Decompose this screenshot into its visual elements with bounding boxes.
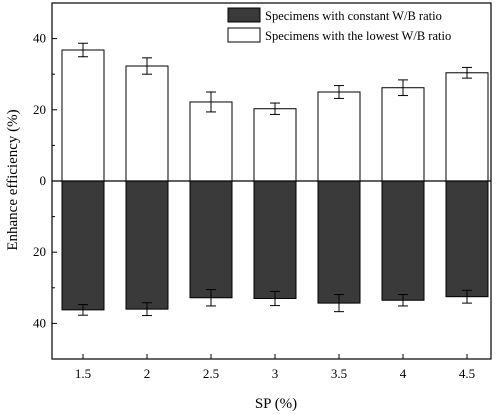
bars-layer bbox=[61, 42, 489, 317]
x-tick-label: 2.5 bbox=[203, 366, 219, 381]
x-tick-label: 4 bbox=[400, 366, 407, 381]
legend: Specimens with constant W/B ratio Specim… bbox=[227, 7, 451, 43]
x-tick-label: 2 bbox=[144, 366, 151, 381]
y-tick-label: 0 bbox=[40, 173, 47, 188]
bar-lowest-1.5 bbox=[61, 49, 105, 182]
y-axis-title: Enhance efficiency (%) bbox=[5, 109, 21, 250]
bar-constant-4 bbox=[381, 180, 425, 301]
bar-lowest-4.5 bbox=[445, 72, 489, 182]
axis-ticks: 40 20 0 20 40 1.5 2 2.5 3 3.5 4 4.5 bbox=[33, 2, 475, 381]
legend-swatch-constant bbox=[227, 7, 261, 23]
x-axis-title: SP (%) bbox=[255, 396, 297, 412]
bar-lowest-4 bbox=[381, 87, 425, 182]
legend-label-lowest: Specimens with the lowest W/B ratio bbox=[265, 29, 451, 43]
bar-constant-1.5 bbox=[61, 180, 105, 311]
bar-constant-2.5 bbox=[189, 180, 233, 299]
bar-lowest-3 bbox=[253, 108, 297, 182]
legend-swatch-lowest bbox=[227, 27, 261, 43]
legend-label-constant: Specimens with constant W/B ratio bbox=[265, 9, 442, 23]
y-tick-label: 40 bbox=[33, 31, 46, 46]
y-tick-label: 20 bbox=[33, 244, 46, 259]
y-tick-label: 40 bbox=[33, 315, 46, 330]
x-tick-label: 4.5 bbox=[459, 366, 475, 381]
y-tick-label: 20 bbox=[33, 102, 46, 117]
bar-lowest-3.5 bbox=[317, 91, 361, 182]
plot-frame bbox=[51, 2, 492, 360]
bar-constant-3.5 bbox=[317, 180, 361, 304]
x-tick-label: 3.5 bbox=[331, 366, 347, 381]
bar-lowest-2 bbox=[125, 65, 169, 182]
bar-lowest-2.5 bbox=[189, 101, 233, 182]
bar-constant-4.5 bbox=[445, 180, 489, 298]
bar-constant-3 bbox=[253, 180, 297, 299]
x-tick-label: 3 bbox=[272, 366, 279, 381]
bar-constant-2 bbox=[125, 180, 169, 310]
x-tick-label: 1.5 bbox=[75, 366, 91, 381]
